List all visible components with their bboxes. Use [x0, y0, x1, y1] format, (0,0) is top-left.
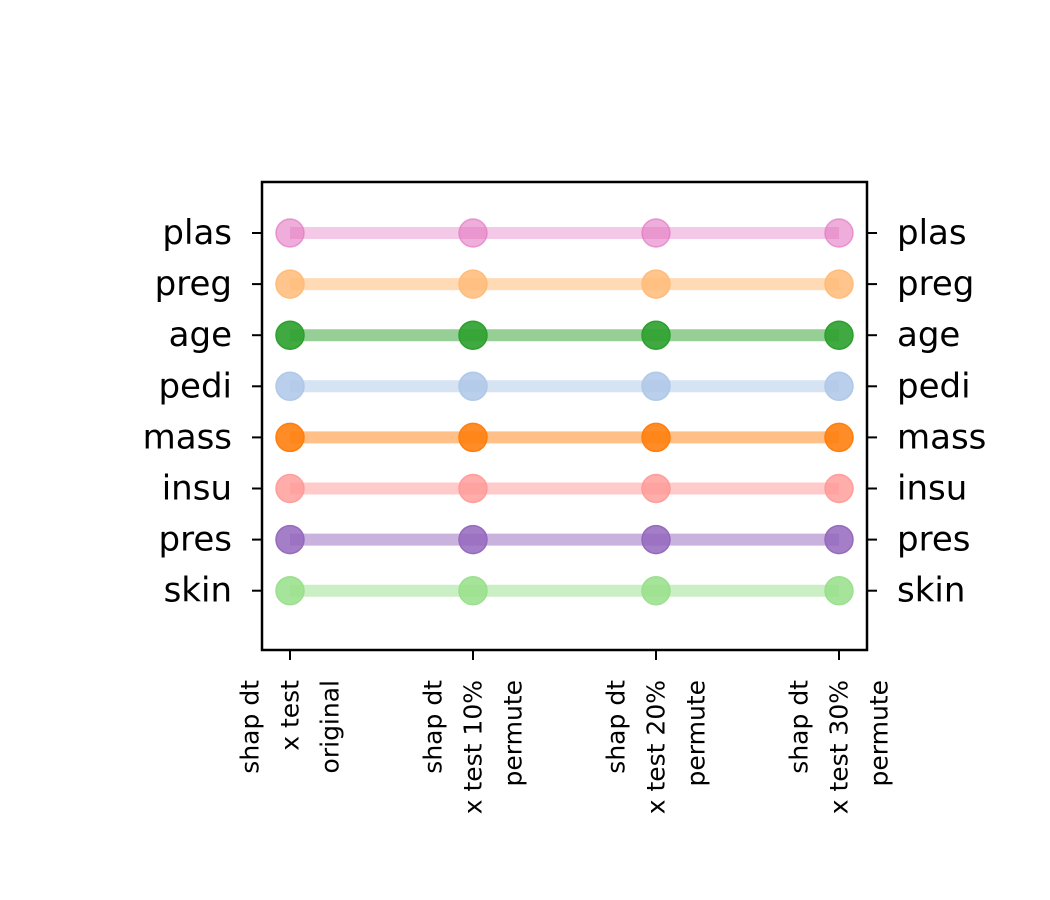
point-skin-2	[458, 575, 488, 606]
point-skin-4	[824, 575, 854, 606]
xtick-label-line: original	[316, 680, 345, 773]
xtick-label-1: shap dt x test original	[236, 680, 345, 774]
point-plas-3	[641, 218, 671, 248]
series-insu	[275, 473, 854, 504]
ytick-label-right: age	[897, 315, 960, 355]
point-preg-4	[824, 269, 854, 299]
point-plas-4	[824, 218, 854, 248]
xtick-label-line: x test 20%	[642, 680, 671, 814]
xtick-label-line: x test 10%	[459, 680, 488, 814]
point-pres-4	[824, 524, 854, 555]
series-preg	[275, 269, 854, 299]
ytick-label-left: pedi	[158, 366, 232, 406]
xtick-label-line: permute	[682, 680, 711, 786]
xtick-label-line: shap dt	[785, 680, 814, 774]
series-age	[275, 320, 854, 350]
xtick-label-line: permute	[865, 680, 894, 786]
ytick-label-left: skin	[164, 571, 232, 611]
point-plas-1	[275, 218, 305, 248]
point-insu-4	[824, 473, 854, 504]
point-pres-1	[275, 524, 305, 555]
ytick-label-right: plas	[897, 213, 967, 253]
point-pedi-4	[824, 371, 854, 402]
point-insu-3	[641, 473, 671, 504]
xtick-label-line: shap dt	[236, 680, 265, 774]
point-preg-2	[458, 269, 488, 299]
series-mass	[275, 422, 854, 453]
point-pedi-3	[641, 371, 671, 402]
ytick-label-right: mass	[897, 417, 986, 457]
point-skin-3	[641, 575, 671, 606]
ytick-label-left: pres	[159, 520, 232, 560]
point-insu-1	[275, 473, 305, 504]
y-axis-ticks: plas preg age pedi mass insu pres skin plas preg a…	[143, 213, 987, 611]
point-mass-4	[824, 422, 854, 453]
ytick-label-right: pres	[897, 520, 970, 560]
series-layer	[275, 218, 854, 606]
ytick-label-left: plas	[162, 213, 232, 253]
point-insu-2	[458, 473, 488, 504]
xtick-label-line: x test 30%	[825, 680, 854, 814]
xtick-label-line: x test	[276, 680, 305, 751]
ytick-label-left: age	[169, 315, 232, 355]
plot-frame	[260, 180, 869, 652]
xtick-label-2: shap dt x test 10% permute	[419, 680, 528, 814]
ytick-label-left: mass	[143, 417, 232, 457]
xtick-label-line: shap dt	[602, 680, 631, 774]
xtick-label-line: shap dt	[419, 680, 448, 774]
point-pres-2	[458, 524, 488, 555]
point-age-2	[458, 320, 488, 350]
series-pres	[275, 524, 854, 555]
xtick-label-4: shap dt x test 30% permute	[785, 680, 894, 814]
series-skin	[275, 575, 854, 606]
x-axis-ticks: shap dt x test original shap dt x test 10% pe…	[236, 650, 894, 814]
point-preg-1	[275, 269, 305, 299]
point-age-4	[824, 320, 854, 350]
point-plas-2	[458, 218, 488, 248]
xtick-label-3: shap dt x test 20% permute	[602, 680, 711, 814]
point-mass-1	[275, 422, 305, 453]
series-pedi	[275, 371, 854, 402]
ytick-label-right: insu	[897, 469, 967, 509]
point-age-3	[641, 320, 671, 350]
point-pres-3	[641, 524, 671, 555]
point-mass-3	[641, 422, 671, 453]
series-plas	[275, 218, 854, 248]
ytick-label-left: preg	[155, 264, 232, 304]
ytick-label-right: preg	[897, 264, 974, 304]
xtick-label-line: permute	[499, 680, 528, 786]
point-mass-2	[458, 422, 488, 453]
point-preg-3	[641, 269, 671, 299]
point-age-1	[275, 320, 305, 350]
ytick-label-right: pedi	[897, 366, 971, 406]
point-pedi-2	[458, 371, 488, 402]
point-skin-1	[275, 575, 305, 606]
ytick-label-left: insu	[162, 469, 232, 509]
point-pedi-1	[275, 371, 305, 402]
ytick-label-right: skin	[897, 571, 965, 611]
